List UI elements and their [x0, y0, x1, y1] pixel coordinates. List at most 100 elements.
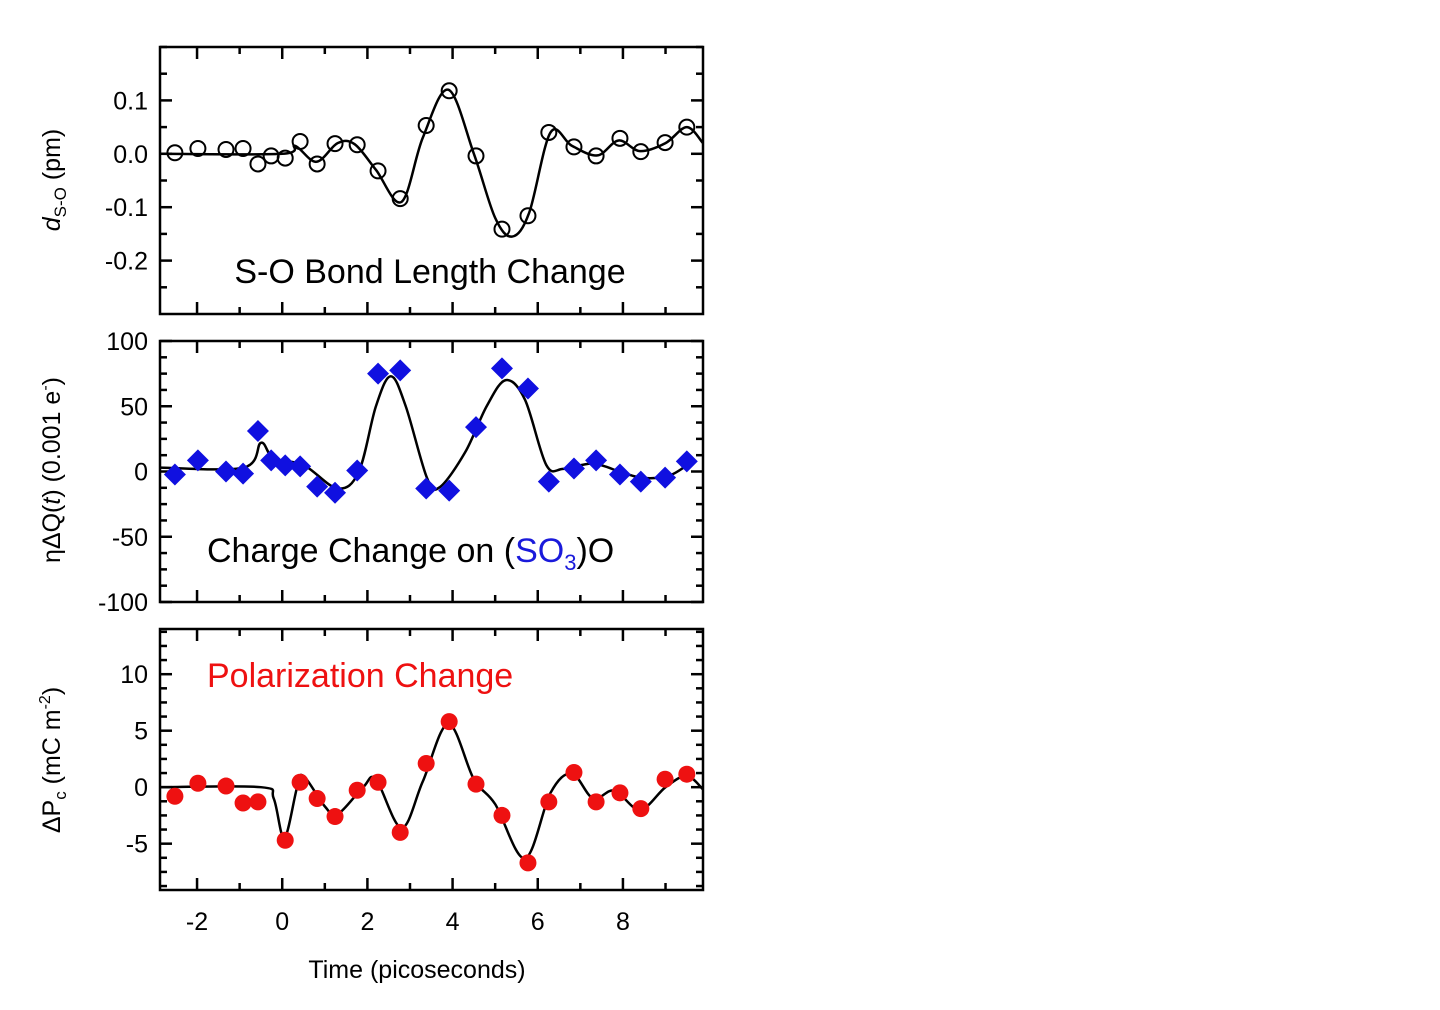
- data-point: [675, 450, 698, 473]
- data-point: [274, 454, 297, 477]
- data-point: [438, 479, 461, 502]
- x-tick-label: 4: [446, 908, 460, 936]
- data-point: [629, 470, 652, 493]
- data-point: [308, 155, 326, 173]
- data-point: [632, 800, 650, 818]
- y-tick-label: 0: [134, 459, 148, 487]
- y-tick-label: 100: [106, 328, 148, 356]
- data-point: [632, 143, 650, 161]
- data-point: [389, 359, 412, 382]
- fit-curve: [160, 88, 703, 238]
- data-point: [611, 784, 629, 802]
- data-point: [217, 141, 235, 159]
- data-point: [585, 449, 608, 472]
- data-point: [166, 787, 184, 805]
- data-point: [493, 806, 511, 824]
- data-point: [565, 138, 583, 156]
- data-point: [493, 220, 511, 238]
- data-point: [166, 144, 184, 162]
- data-point: [189, 139, 207, 157]
- data-point: [519, 207, 537, 225]
- data-point: [326, 808, 344, 826]
- data-point: [678, 118, 696, 136]
- data-point: [440, 82, 458, 100]
- data-point: [417, 754, 435, 772]
- data-point: [391, 823, 409, 841]
- y-tick-label: 5: [134, 718, 148, 746]
- data-point: [417, 116, 435, 134]
- annotation-bond-length: S-O Bond Length Change: [234, 253, 625, 291]
- data-point: [324, 481, 347, 504]
- data-point: [391, 190, 409, 208]
- data-point: [369, 162, 387, 180]
- data-point: [415, 477, 438, 500]
- plot-frame: [158, 627, 705, 892]
- data-point: [440, 713, 458, 731]
- data-point: [656, 134, 674, 152]
- panel-2: 100 50 0 -50 -100: [98, 328, 705, 617]
- data-point: [186, 449, 209, 472]
- panel-3: 10 5 0 -5: [120, 627, 705, 892]
- data-point: [654, 466, 677, 489]
- y-axis-label-polarization: ΔPc (mC m-2): [37, 687, 70, 833]
- data-point: [234, 794, 252, 812]
- data-point: [565, 763, 583, 781]
- data-point: [246, 420, 269, 443]
- data-point: [519, 854, 537, 872]
- y-tick-label: -50: [112, 524, 148, 552]
- data-point: [537, 470, 560, 493]
- data-point: [611, 129, 629, 147]
- plot-frame: [158, 339, 705, 604]
- data-point: [587, 793, 605, 811]
- data-point: [348, 136, 366, 154]
- data-point: [291, 773, 309, 791]
- data-point: [232, 462, 255, 485]
- y-tick-label: 0: [134, 774, 148, 802]
- data-point: [276, 149, 294, 167]
- x-tick-label: 8: [616, 908, 630, 936]
- data-point: [289, 455, 312, 478]
- y-tick-label: -0.2: [105, 248, 148, 276]
- y-axis-label-bond: dS-O (pm): [38, 129, 70, 231]
- data-point: [562, 457, 585, 480]
- y-tick-label: -100: [98, 589, 148, 617]
- data-point: [262, 147, 280, 165]
- annotation-polarization-change: Polarization Change: [207, 657, 513, 695]
- data-point: [326, 135, 344, 153]
- x-tick-label: 2: [360, 908, 374, 936]
- panel-1: 0.1 0.0 -0.1 -0.2: [105, 45, 705, 316]
- data-point: [217, 777, 235, 795]
- x-axis-label: Time (picoseconds): [308, 956, 525, 984]
- data-point: [189, 774, 207, 792]
- annotation-charge-change: Charge Change on (SO3)O: [207, 532, 614, 575]
- data-point: [587, 147, 605, 165]
- x-tick-label: 0: [275, 908, 289, 936]
- plot-frame: [158, 45, 705, 316]
- y-tick-label: 0.0: [113, 141, 148, 169]
- x-tick-label: 6: [531, 908, 545, 936]
- data-point: [249, 793, 267, 811]
- data-point: [215, 460, 238, 483]
- data-point: [516, 377, 539, 400]
- data-point: [608, 463, 631, 486]
- data-point: [306, 475, 329, 498]
- data-point: [467, 147, 485, 165]
- data-point: [367, 362, 390, 385]
- data-point: [163, 463, 186, 486]
- data-point: [291, 133, 309, 151]
- data-point: [540, 793, 558, 811]
- data-point: [249, 155, 267, 173]
- data-point: [467, 775, 485, 793]
- data-point: [465, 416, 488, 439]
- y-tick-label: 10: [120, 661, 148, 689]
- data-point: [346, 459, 369, 482]
- y-tick-label: -5: [126, 831, 148, 859]
- data-point: [490, 357, 513, 380]
- data-point: [678, 765, 696, 783]
- y-tick-label: -0.1: [105, 194, 148, 222]
- y-axis-label-charge: ηΔQ(t) (0.001 e-): [37, 377, 66, 563]
- data-point: [276, 831, 294, 849]
- data-point: [540, 123, 558, 141]
- data-point: [308, 789, 326, 807]
- x-tick-label: -2: [186, 908, 208, 936]
